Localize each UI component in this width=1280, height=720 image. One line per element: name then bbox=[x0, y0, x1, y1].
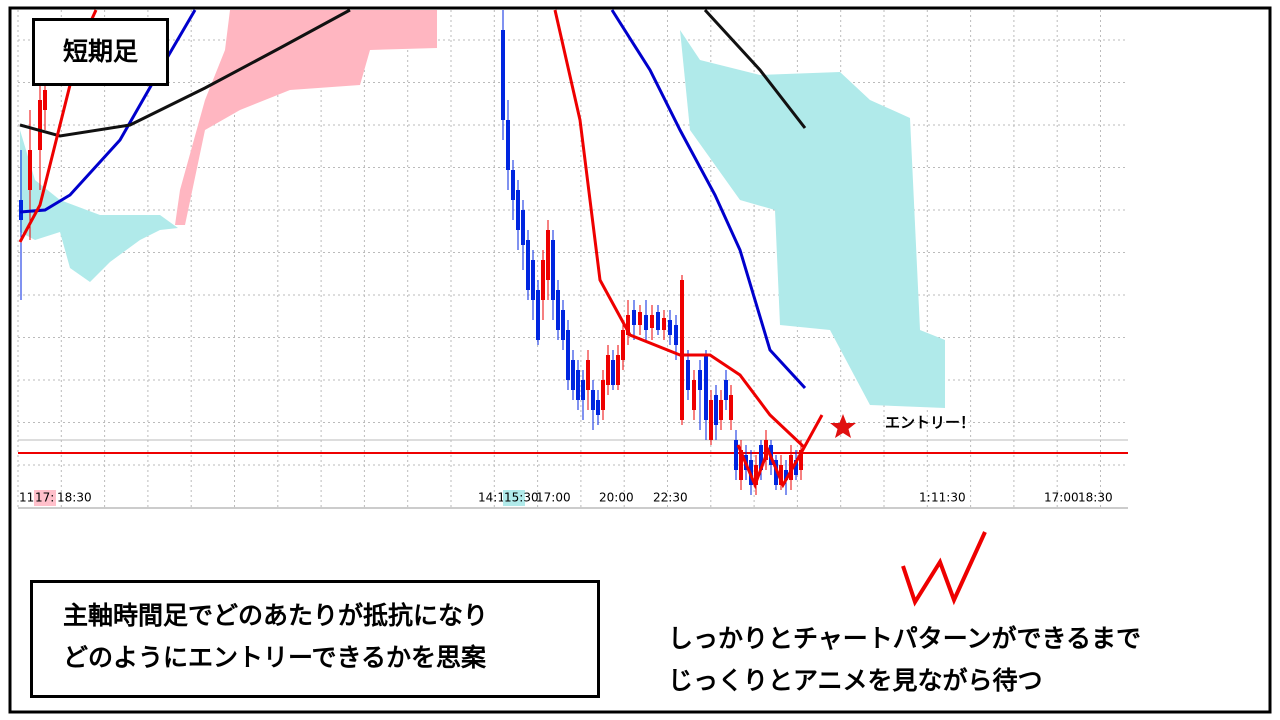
time-label: 22:30 bbox=[653, 491, 688, 505]
candle-body bbox=[526, 240, 530, 290]
candle-body bbox=[680, 280, 684, 420]
entry-label: エントリー！ bbox=[885, 414, 975, 432]
time-label: 17:00 bbox=[536, 491, 571, 505]
star bbox=[830, 414, 856, 438]
time-label: 14:1 bbox=[478, 491, 505, 505]
time-label: 18:30 bbox=[57, 491, 92, 505]
time-label: 11 bbox=[19, 491, 34, 505]
candle-body bbox=[546, 230, 550, 280]
candle-body bbox=[714, 395, 718, 425]
time-label: 17:00 bbox=[1044, 491, 1079, 505]
candle-body bbox=[566, 330, 570, 380]
time-label: 18:30 bbox=[1078, 491, 1113, 505]
moving-average bbox=[19, 8, 351, 138]
candle-body bbox=[596, 400, 600, 415]
candle-body bbox=[606, 355, 610, 385]
candle-body bbox=[19, 200, 23, 220]
moving-average bbox=[703, 8, 807, 129]
candle-body bbox=[709, 400, 713, 440]
cloud bbox=[680, 30, 945, 408]
note: しっかりとチャートパターンができるまで じっくりとアニメを見ながら待つ bbox=[668, 618, 1141, 702]
note-line: じっくりとアニメを見ながら待つ bbox=[668, 666, 1043, 695]
candle-body bbox=[556, 290, 560, 330]
candle-body bbox=[638, 312, 642, 325]
candle-body bbox=[551, 240, 555, 300]
candle-body bbox=[774, 460, 778, 485]
time-label: 17: bbox=[35, 491, 54, 505]
time-label: 11:30 bbox=[931, 491, 966, 505]
candle-body bbox=[632, 310, 636, 325]
candle-body bbox=[43, 90, 47, 110]
candle-body bbox=[692, 380, 696, 410]
w-pattern bbox=[736, 414, 824, 490]
candle-body bbox=[656, 312, 660, 330]
candle-body bbox=[501, 30, 505, 120]
candle-body bbox=[601, 380, 605, 410]
candle-body bbox=[644, 315, 648, 330]
candle-body bbox=[521, 210, 525, 245]
candle-body bbox=[794, 460, 798, 475]
candle-body bbox=[28, 150, 32, 190]
candle-body bbox=[704, 355, 708, 420]
note-box: 主軸時間足でどのあたりが抵抗になり どのようにエントリーできるかを思案 bbox=[30, 580, 600, 698]
candle-body bbox=[668, 320, 672, 335]
candle-body bbox=[724, 380, 728, 400]
moving-average bbox=[610, 9, 807, 390]
time-label: 15:30 bbox=[504, 491, 539, 505]
candle-body bbox=[662, 318, 666, 330]
timeframe-label: 短期足 bbox=[32, 18, 169, 86]
candle-body bbox=[38, 100, 42, 150]
candle-body bbox=[586, 360, 590, 390]
candle-body bbox=[536, 290, 540, 340]
note-line: 主軸時間足でどのあたりが抵抗になり bbox=[63, 601, 489, 630]
candle-body bbox=[541, 260, 545, 300]
candle-body bbox=[571, 360, 575, 390]
label-bg bbox=[503, 490, 525, 506]
candle-body bbox=[611, 360, 615, 385]
candle-body bbox=[581, 380, 585, 400]
candle-body bbox=[799, 450, 803, 470]
candle-body bbox=[591, 390, 595, 410]
candle-body bbox=[698, 370, 702, 390]
w-icon bbox=[901, 531, 987, 607]
label-bg bbox=[34, 490, 56, 506]
candle-body bbox=[626, 315, 630, 335]
grid bbox=[17, 10, 1128, 509]
candle-body bbox=[506, 120, 510, 170]
candle-body bbox=[739, 450, 743, 480]
note-line: どのようにエントリーできるかを思案 bbox=[63, 643, 487, 672]
candle-body bbox=[511, 170, 515, 200]
candle-body bbox=[764, 440, 768, 460]
time-label: 20:00 bbox=[599, 491, 634, 505]
candle-body bbox=[779, 465, 783, 485]
moving-average bbox=[553, 9, 807, 450]
candle-body bbox=[686, 360, 690, 390]
candle-body bbox=[754, 465, 758, 485]
cloud bbox=[175, 10, 437, 225]
candle-body bbox=[784, 470, 788, 480]
candle-body bbox=[621, 330, 625, 360]
candle-body bbox=[729, 395, 733, 420]
time-label: 1: bbox=[919, 491, 931, 505]
candle-body bbox=[516, 190, 520, 230]
candle-body bbox=[759, 445, 763, 470]
candle-body bbox=[674, 325, 678, 345]
note-line: しっかりとチャートパターンができるまで bbox=[668, 624, 1142, 653]
candle-body bbox=[616, 355, 620, 385]
candle-body bbox=[531, 260, 535, 300]
candle-body bbox=[734, 440, 738, 470]
candle-body bbox=[650, 315, 654, 328]
candle-body bbox=[576, 370, 580, 400]
candle-body bbox=[719, 400, 723, 420]
candle-body bbox=[789, 455, 793, 480]
candle-body bbox=[561, 310, 565, 340]
